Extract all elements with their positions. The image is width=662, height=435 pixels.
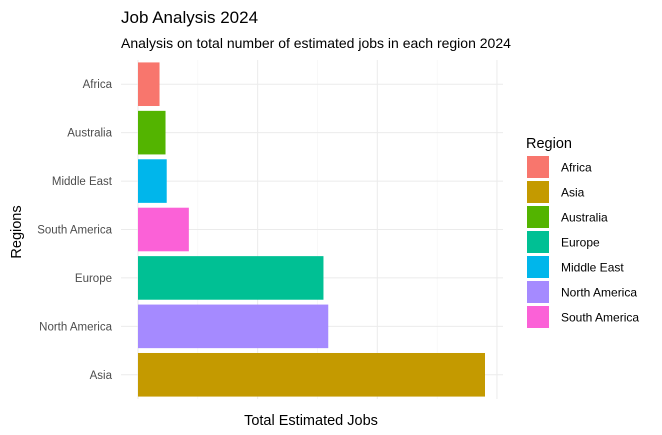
bars <box>138 62 485 397</box>
bar-middle-east <box>138 159 167 203</box>
bar-asia <box>138 352 485 397</box>
bar-north-america <box>138 304 329 349</box>
legend-key-europe <box>527 231 549 253</box>
legend-label-middle-east: Middle East <box>561 261 624 275</box>
y-tick-label-south-america: South America <box>37 225 112 237</box>
bar-africa <box>138 62 160 107</box>
legend-key-asia <box>527 181 549 203</box>
y-tick-label-europe: Europe <box>75 273 112 285</box>
legend-label-north-america: North America <box>561 286 637 300</box>
legend-label-asia: Asia <box>561 186 585 200</box>
y-axis-title: Regions <box>9 205 25 258</box>
bar-europe <box>138 256 324 300</box>
legend-key-australia <box>527 206 549 228</box>
legend-key-south-america <box>527 306 549 328</box>
legend-items: Africa Asia Australia Europe Middle East Nort… <box>527 156 639 328</box>
legend-title: Region <box>526 136 572 152</box>
legend-key-africa <box>527 156 549 178</box>
chart-title: Job Analysis 2024 <box>121 8 258 27</box>
legend-label-africa: Africa <box>561 161 592 175</box>
legend: Region Africa Asia Australia Europe Middle E… <box>526 136 639 328</box>
legend-key-north-america <box>527 281 549 303</box>
bar-south-america <box>138 207 189 252</box>
bar-australia <box>138 110 166 155</box>
y-tick-label-africa: Africa <box>83 79 113 91</box>
y-tick-label-north-america: North America <box>39 321 112 333</box>
chart-subtitle: Analysis on total number of estimated jo… <box>121 35 511 51</box>
legend-key-middle-east <box>527 256 549 278</box>
y-tick-label-middle-east: Middle East <box>52 176 113 188</box>
y-tick-label-asia: Asia <box>90 370 113 382</box>
legend-label-australia: Australia <box>561 211 608 225</box>
x-axis-title: Total Estimated Jobs <box>244 413 378 429</box>
y-tick-labels: Asia North America Europe South America Midd… <box>37 79 113 382</box>
y-tick-label-australia: Australia <box>67 128 112 140</box>
legend-label-south-america: South America <box>561 311 639 325</box>
legend-label-europe: Europe <box>561 236 600 250</box>
